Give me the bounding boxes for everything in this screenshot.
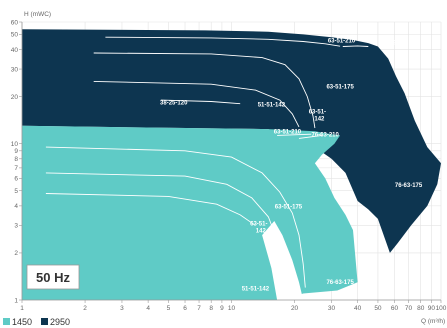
- pump-model-label: 76-63-175: [326, 280, 354, 286]
- pump-model-label: 63-51-175: [275, 204, 303, 210]
- boundary-line-2950: [93, 52, 316, 129]
- boundary-line-1450: [45, 172, 275, 233]
- frequency-badge: 50 Hz: [26, 264, 80, 290]
- boundary-line-2950: [105, 36, 341, 47]
- pump-model-label: 63-51-210: [274, 130, 302, 136]
- frequency-badge-label: 50 Hz: [36, 270, 70, 285]
- x-tick-label: 90: [428, 305, 436, 312]
- pump-model-labels: 63-51-210 76-63-210 38-25-120 63-51-175 51-5…: [160, 38, 423, 292]
- y-tick-label: 8: [14, 156, 18, 163]
- y-tick-label: 10: [11, 141, 19, 148]
- region-gap: [262, 221, 304, 300]
- pump-boundary-lines: [45, 36, 369, 288]
- y-tick-label: 2: [14, 250, 18, 257]
- x-tick-label: 7: [197, 305, 201, 312]
- x-tick-label: 6: [183, 305, 187, 312]
- y-tick-label: 5: [14, 188, 18, 195]
- boundary-line-1450: [277, 133, 312, 136]
- x-tick-label: 70: [405, 305, 413, 312]
- x-tick-label: 60: [391, 305, 399, 312]
- x-tick-label: 30: [328, 305, 336, 312]
- boundary-line-2950: [298, 134, 322, 139]
- y-tick-label: 1: [14, 297, 18, 304]
- pump-model-label: 63-51-142: [250, 221, 267, 234]
- region-2950-rpm: [22, 29, 441, 253]
- x-axis-title: Q (m³/h): [421, 318, 445, 325]
- y-tick-label: 40: [11, 47, 19, 54]
- x-tick-label: 4: [146, 305, 150, 312]
- boundary-line-2950: [160, 99, 241, 105]
- pump-model-label: 76-63-210: [381, 41, 409, 47]
- legend-label-2950: 2950: [50, 317, 70, 327]
- y-tick-label: 7: [14, 165, 18, 172]
- y-tick-label: 50: [11, 32, 19, 39]
- pump-model-label: 63-51-142: [309, 109, 326, 122]
- y-tick-label: 60: [11, 19, 19, 26]
- x-tick-label: 40: [354, 305, 362, 312]
- legend-swatch-2950: [41, 318, 48, 325]
- x-tick-labels: 1 2 3 4 5 6 7 8 9 10 20 30 40 50 60 70 80 90 100: [20, 300, 447, 312]
- y-tick-label: 20: [11, 94, 19, 101]
- x-tick-label: 50: [374, 305, 382, 312]
- pump-model-label: 38-25-120: [160, 101, 188, 107]
- x-tick-label: 1: [20, 305, 24, 312]
- y-tick-label: 9: [14, 148, 18, 155]
- x-tick-label: 3: [120, 305, 124, 312]
- y-tick-label: 3: [14, 223, 18, 230]
- pump-model-label: 76-63-175: [395, 183, 423, 189]
- x-tick-label: 2: [83, 305, 87, 312]
- x-tick-label: 10: [228, 305, 236, 312]
- legend-swatch-1450: [3, 318, 10, 325]
- y-tick-label: 4: [14, 203, 18, 210]
- performance-regions: [22, 29, 441, 300]
- x-tick-label: 100: [436, 305, 447, 312]
- x-tick-label: 9: [220, 305, 224, 312]
- x-tick-label: 5: [167, 305, 171, 312]
- legend: 1450 2950: [3, 317, 70, 327]
- y-tick-label: 6: [14, 176, 18, 183]
- y-axis-title: H (mWC): [24, 11, 51, 18]
- pump-model-label: 63-51-210: [328, 38, 356, 44]
- x-tick-label: 80: [417, 305, 425, 312]
- pump-model-label: 51-51-142: [258, 102, 286, 108]
- boundary-line-1450: [45, 193, 256, 226]
- x-tick-label: 20: [291, 305, 299, 312]
- pump-model-label: 63-51-175: [326, 85, 354, 91]
- legend-label-1450: 1450: [12, 317, 32, 327]
- boundary-line-2950: [93, 80, 300, 128]
- x-tick-label: 8: [209, 305, 213, 312]
- y-tick-label: 30: [11, 66, 19, 73]
- boundary-line-1450: [45, 146, 306, 288]
- pump-model-label: 51-51-142: [242, 287, 270, 293]
- pump-model-label: 76-63-210: [311, 133, 339, 139]
- boundary-line-2950: [342, 45, 369, 47]
